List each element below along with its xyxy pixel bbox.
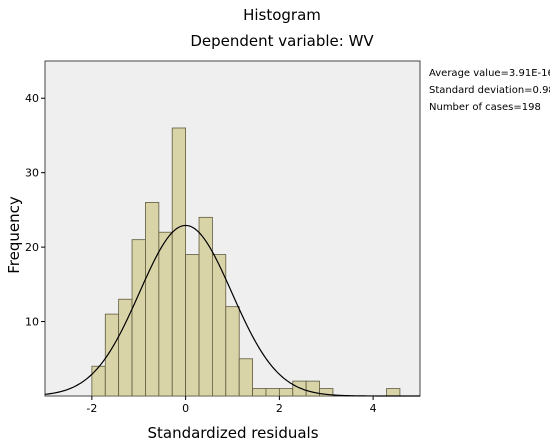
histogram-bars [91, 127, 401, 397]
y-tick-label: 10 [25, 316, 39, 329]
histogram-bar [198, 216, 213, 397]
histogram-bar [292, 380, 307, 397]
x-axis-label: Standardized residuals [147, 424, 318, 442]
y-tick-label: 20 [25, 241, 39, 254]
histogram-bar [305, 380, 320, 397]
histogram-bar [171, 127, 187, 397]
normal-curve [44, 224, 420, 397]
chart-subtitle: Dependent variable: WV [190, 32, 374, 50]
histogram-bar [158, 231, 173, 397]
histogram-bar [145, 202, 160, 397]
y-tick-label: 30 [25, 167, 39, 180]
x-tick-label: 2 [276, 402, 283, 415]
chart-title: Histogram [243, 6, 321, 24]
stats-sd: Standard deviation=0.985 [429, 85, 550, 96]
histogram-bar [185, 254, 200, 397]
histogram-bar [238, 358, 253, 397]
histogram-bar [252, 388, 267, 397]
histogram-bar [225, 306, 240, 397]
histogram-bar [131, 239, 146, 397]
y-axis-ticks: 10 20 30 40 [25, 92, 45, 329]
x-tick-label: 0 [182, 402, 189, 415]
histogram-bar [278, 388, 294, 397]
histogram-bar [386, 388, 401, 397]
x-axis-ticks: -2 0 2 4 [86, 396, 377, 415]
histogram-bar [91, 365, 106, 397]
y-tick-label: 40 [25, 92, 39, 105]
x-tick-label: -2 [86, 402, 97, 415]
stats-mean: Average value=3.91E-16 [429, 68, 550, 79]
histogram-bar [265, 388, 280, 397]
y-axis-label: Frequency [5, 196, 23, 274]
stats-n: Number of cases=198 [429, 102, 541, 113]
histogram-bar [319, 388, 334, 397]
x-tick-label: 4 [370, 402, 377, 415]
